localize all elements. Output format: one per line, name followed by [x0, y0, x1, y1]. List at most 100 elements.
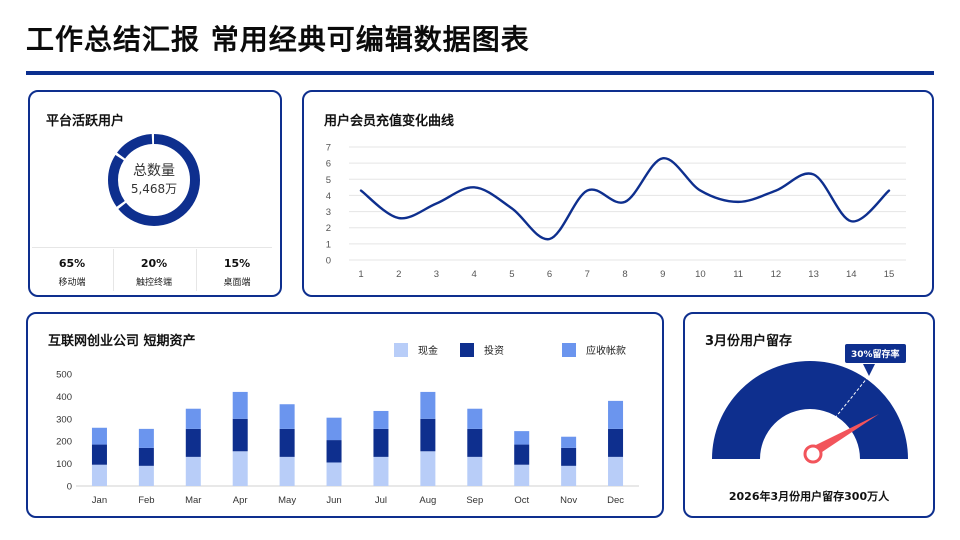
stat-mobile-label: 移动端 — [58, 278, 86, 288]
x-tick-label: Jul — [375, 495, 387, 506]
legend-label-investment: 投资 — [484, 346, 504, 357]
y-tick-label: 1 — [326, 239, 331, 250]
y-tick-label: 200 — [56, 437, 72, 448]
bar-jul-series-2 — [373, 410, 389, 429]
bar-may-series-2 — [279, 404, 295, 429]
bar-sep-series-1 — [467, 428, 483, 457]
bar-sep-series-0 — [467, 456, 483, 486]
bar-mar-series-1 — [185, 428, 201, 457]
x-tick-label: Mar — [185, 495, 201, 506]
stat-touch-pct: 20% — [140, 257, 168, 270]
x-tick-label: 14 — [846, 269, 857, 280]
x-tick-label: Nov — [560, 495, 577, 506]
x-tick-label: 15 — [884, 269, 895, 280]
y-tick-label: 500 — [56, 370, 72, 381]
bar-feb-series-2 — [138, 428, 154, 448]
bar-jan-series-1 — [91, 444, 107, 465]
gauge-arc — [712, 361, 908, 459]
x-tick-label: May — [278, 495, 296, 506]
bar-oct-series-0 — [514, 464, 530, 486]
x-tick-label: Aug — [419, 495, 436, 506]
bar-aug-series-0 — [420, 451, 436, 486]
assets-chart-title: 互联网创业公司 短期资产 — [48, 334, 196, 349]
bar-jan-series-2 — [91, 427, 107, 445]
stat-mobile-pct: 65% — [58, 257, 86, 270]
active-users-card: 平台活跃用户 总数量 5,468万 65% 移动端 20% 触控终端 15% 桌… — [28, 90, 282, 297]
y-tick-label: 6 — [326, 159, 331, 170]
bar-jul-series-0 — [373, 456, 389, 486]
x-tick-label: Apr — [233, 495, 248, 506]
bar-apr-series-1 — [232, 418, 248, 452]
bar-mar-series-2 — [185, 408, 201, 429]
y-tick-label: 300 — [56, 414, 72, 425]
stat-desktop-pct: 15% — [223, 257, 251, 270]
stat-mobile: 65% 移动端 — [32, 257, 112, 288]
legend-item-receivables: 应收帐款 — [562, 342, 626, 357]
stat-touch-label: 触控终端 — [135, 278, 172, 288]
bar-feb-series-1 — [138, 447, 154, 466]
x-tick-label: 12 — [771, 269, 782, 280]
retention-card: 3月份用户留存 30%留存率 2026年3月份用户留存300万人 — [683, 312, 935, 518]
stat-separator — [196, 249, 197, 291]
bar-apr-series-0 — [232, 451, 248, 486]
y-tick-label: 100 — [56, 459, 72, 470]
x-tick-label: 4 — [471, 269, 476, 280]
stats-divider — [32, 247, 272, 248]
y-tick-label: 0 — [67, 482, 72, 493]
recharge-curve-title: 用户会员充值变化曲线 — [324, 114, 455, 129]
x-tick-label: 6 — [547, 269, 552, 280]
legend-swatch-receivables — [562, 342, 576, 357]
donut-center-value: 5,468万 — [130, 182, 178, 196]
y-tick-label: 4 — [326, 191, 331, 202]
users-donut-chart: 总数量 5,468万 — [106, 132, 202, 228]
x-tick-label: 3 — [434, 269, 439, 280]
donut-segment-0 — [108, 134, 200, 226]
bar-nov-series-1 — [561, 447, 577, 466]
bar-feb-series-0 — [138, 465, 154, 486]
retention-caption: 2026年3月份用户留存300万人 — [728, 490, 890, 503]
y-tick-label: 7 — [326, 143, 331, 154]
x-tick-label: 9 — [660, 269, 665, 280]
legend-item-cash: 现金 — [394, 342, 438, 357]
bar-mar-series-0 — [185, 456, 201, 486]
bar-nov-series-0 — [561, 465, 577, 486]
x-tick-label: 7 — [585, 269, 590, 280]
bar-jun-series-1 — [326, 440, 342, 463]
stat-desktop: 15% 桌面端 — [197, 257, 277, 288]
legend-swatch-cash — [394, 342, 408, 357]
title-divider — [26, 71, 934, 75]
donut-segment-1 — [108, 134, 200, 226]
tag-pointer — [863, 364, 875, 376]
retention-gauge — [712, 361, 908, 464]
stat-touch: 20% 触控终端 — [114, 257, 194, 288]
bar-apr-series-2 — [232, 391, 248, 419]
x-tick-label: 2 — [396, 269, 401, 280]
recharge-series-line — [359, 157, 891, 241]
donut-center-label: 总数量 — [133, 163, 175, 179]
x-tick-label: 8 — [622, 269, 627, 280]
x-tick-label: 1 — [358, 269, 363, 280]
x-tick-label: 11 — [733, 269, 743, 280]
short-term-assets-card: 互联网创业公司 短期资产 现金 投资 应收帐款 0 100 200 300 400 500… — [26, 312, 664, 518]
bar-jun-series-0 — [326, 462, 342, 486]
recharge-curve-card: 用户会员充值变化曲线 0 1 2 3 4 5 6 7 1 2 3 4 5 6 7 8 9 10 11 12 13 14 15 — [302, 90, 934, 297]
bar-jun-series-2 — [326, 417, 342, 441]
bar-may-series-1 — [279, 428, 295, 457]
y-tick-label: 0 — [326, 256, 331, 267]
bar-nov-series-2 — [561, 436, 577, 448]
retention-rate-tag: 30%留存率 — [845, 344, 906, 363]
x-tick-label: Jan — [92, 495, 107, 506]
x-tick-label: 10 — [695, 269, 706, 280]
bar-jan-series-0 — [91, 464, 107, 486]
bar-aug-series-2 — [420, 391, 436, 419]
y-tick-label: 2 — [326, 223, 331, 234]
legend-label-receivables: 应收帐款 — [586, 346, 626, 357]
stat-separator — [113, 249, 114, 291]
x-tick-label: Oct — [514, 495, 529, 506]
bar-sep-series-2 — [467, 408, 483, 429]
legend-swatch-investment — [460, 342, 474, 357]
x-tick-label: Sep — [466, 495, 483, 506]
legend-item-investment: 投资 — [460, 342, 504, 357]
bar-dec-series-1 — [608, 428, 624, 457]
